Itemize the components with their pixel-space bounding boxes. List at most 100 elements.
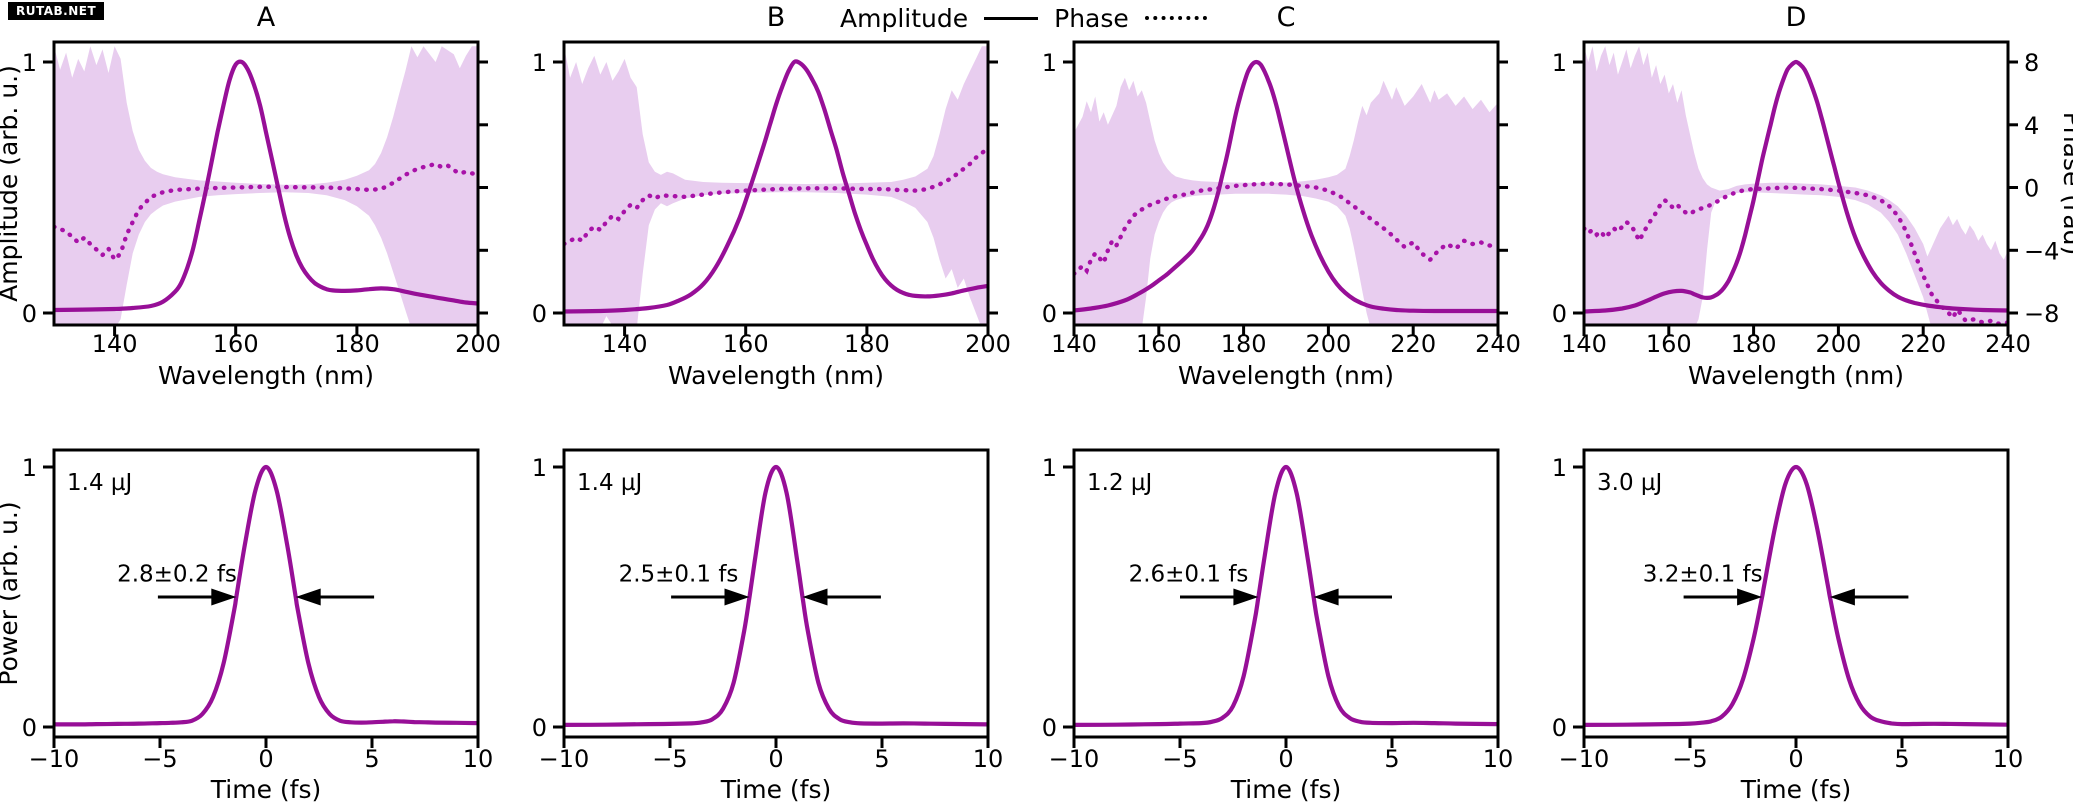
- x-tick-label: 180: [1731, 330, 1777, 358]
- duration-label: 2.5±0.1 fs: [619, 561, 739, 587]
- x-tick-label: −10: [29, 745, 80, 773]
- y-tick-label: 0: [1042, 714, 1057, 742]
- x-tick-label: 10: [1993, 745, 2024, 773]
- fwhm-arrowhead-left: [724, 588, 750, 606]
- x-tick-label: 140: [1051, 330, 1097, 358]
- phase-tick-label: 4: [2024, 112, 2039, 140]
- pulse-chart-a: 1.4 µJ 2.8±0.2 fs −10 −5 0 5 10 0 1 Time (fs) Powe…: [0, 448, 494, 803]
- y-tick-label: 1: [22, 49, 37, 77]
- energy-label: 1.4 µJ: [577, 470, 642, 496]
- x-tick-label: 160: [213, 330, 259, 358]
- y-tick-label: 1: [1042, 49, 1057, 77]
- energy-label: 3.0 µJ: [1597, 470, 1662, 496]
- phase-tick-label: −8: [2024, 300, 2059, 328]
- duration-label: 2.6±0.1 fs: [1129, 561, 1249, 587]
- energy-label: 1.4 µJ: [67, 470, 132, 496]
- amplitude-curve: [1074, 59, 1498, 314]
- y-tick-label: 0: [532, 300, 547, 328]
- phase-tick-label: −4: [2024, 237, 2059, 265]
- x-tick-label: 200: [965, 330, 1011, 358]
- legend-dotted-line-sample: [1144, 16, 1207, 20]
- y-tick-label: 0: [1552, 300, 1567, 328]
- x-tick-label: 160: [723, 330, 769, 358]
- x-tick-label: −5: [1672, 745, 1707, 773]
- axes-frame: [1582, 40, 2010, 327]
- panel-title-d: D: [1785, 2, 1807, 33]
- y-tick-label: 1: [1042, 454, 1057, 482]
- x-tick-label: 220: [1900, 330, 1946, 358]
- y-tick-label: 0: [22, 300, 37, 328]
- y-tick-label: 1: [1552, 49, 1567, 77]
- x-tick-label: 140: [92, 330, 138, 358]
- spectrum-chart-d: 8 4 0 −4 −8 Phase (rad) 140 160 180 200 220 240 0 1 Wa…: [1552, 40, 2073, 390]
- legend-amplitude-label: Amplitude: [840, 3, 969, 33]
- axes-frame: [52, 40, 480, 327]
- amplitude-curve: [54, 59, 478, 313]
- phase-uncertainty-band: [54, 46, 478, 325]
- y-tick-label: 1: [532, 49, 547, 77]
- x-tick-label: 5: [364, 745, 379, 773]
- x-tick-label: −5: [1162, 745, 1197, 773]
- x-axis-label: Wavelength (nm): [668, 361, 884, 390]
- phase-uncertainty-band: [1074, 77, 1498, 325]
- spectrum-chart-a: 140 160 180 200 0 1 Wavelength (nm) Amplitude (…: [0, 40, 501, 390]
- duration-label: 2.8±0.2 fs: [117, 561, 237, 587]
- duration-label: 3.2±0.1 fs: [1643, 561, 1763, 587]
- phase-curve: [564, 146, 988, 247]
- x-tick-label: 10: [463, 745, 494, 773]
- legend: Amplitude Phase: [840, 0, 1207, 36]
- fwhm-arrowhead-right: [802, 588, 828, 606]
- x-tick-label: 180: [844, 330, 890, 358]
- pulse-chart-c: 1.2 µJ 2.6±0.1 fs −10 −5 0 5 10 0 1 Time (fs): [1042, 448, 1513, 803]
- fwhm-arrowhead-left: [1233, 588, 1259, 606]
- power-curve: [564, 464, 988, 727]
- x-axis-label: Wavelength (nm): [158, 361, 374, 390]
- y-tick-label: 1: [1552, 454, 1567, 482]
- x-axis-label: Time (fs): [1230, 775, 1341, 803]
- x-tick-label: −10: [539, 745, 590, 773]
- x-tick-label: 10: [973, 745, 1004, 773]
- axes-frame: [1072, 40, 1500, 327]
- x-axis-label: Wavelength (nm): [1688, 361, 1904, 390]
- axes-frame: [562, 40, 990, 327]
- x-axis-label: Wavelength (nm): [1178, 361, 1394, 390]
- x-tick-label: 240: [1985, 330, 2031, 358]
- y-tick-label: 0: [1042, 300, 1057, 328]
- x-tick-label: 5: [874, 745, 889, 773]
- x-tick-label: 180: [334, 330, 380, 358]
- y-tick-label: 0: [532, 714, 547, 742]
- power-curve: [1584, 464, 2008, 727]
- x-tick-label: 5: [1384, 745, 1399, 773]
- x-tick-label: 180: [1221, 330, 1267, 358]
- y-tick-label: 1: [532, 454, 547, 482]
- legend-solid-line-sample: [984, 16, 1039, 20]
- phase-curve: [1074, 181, 1498, 276]
- x-axis-label: Time (fs): [1740, 775, 1851, 803]
- x-tick-label: 0: [1278, 745, 1293, 773]
- phase-tick-label: 0: [2024, 175, 2039, 203]
- x-tick-label: −10: [1049, 745, 1100, 773]
- panel-title-a: A: [256, 2, 276, 33]
- legend-phase-label: Phase: [1054, 3, 1129, 33]
- phase-uncertainty-band: [1584, 46, 2008, 325]
- y-axis-label: Power (arb. u.): [0, 501, 23, 685]
- amplitude-curve: [1584, 59, 2008, 314]
- panel-title-c: C: [1276, 2, 1296, 33]
- x-tick-label: 200: [1815, 330, 1861, 358]
- x-tick-label: 5: [1894, 745, 1909, 773]
- x-tick-label: 200: [1305, 330, 1351, 358]
- x-tick-label: 0: [768, 745, 783, 773]
- x-tick-label: 160: [1136, 330, 1182, 358]
- watermark-badge: RUTAB.NET: [8, 2, 105, 20]
- x-tick-label: −5: [652, 745, 687, 773]
- x-tick-label: 220: [1390, 330, 1436, 358]
- amplitude-curve: [564, 59, 988, 314]
- fwhm-arrowhead-right: [1829, 588, 1855, 606]
- x-tick-label: 200: [455, 330, 501, 358]
- fwhm-arrowhead-left: [1737, 588, 1763, 606]
- pulse-chart-d: 3.0 µJ 3.2±0.1 fs −10 −5 0 5 10 0 1 Time (fs): [1552, 448, 2024, 803]
- x-tick-label: 0: [258, 745, 273, 773]
- x-axis-label: Time (fs): [720, 775, 831, 803]
- x-tick-label: 140: [1561, 330, 1607, 358]
